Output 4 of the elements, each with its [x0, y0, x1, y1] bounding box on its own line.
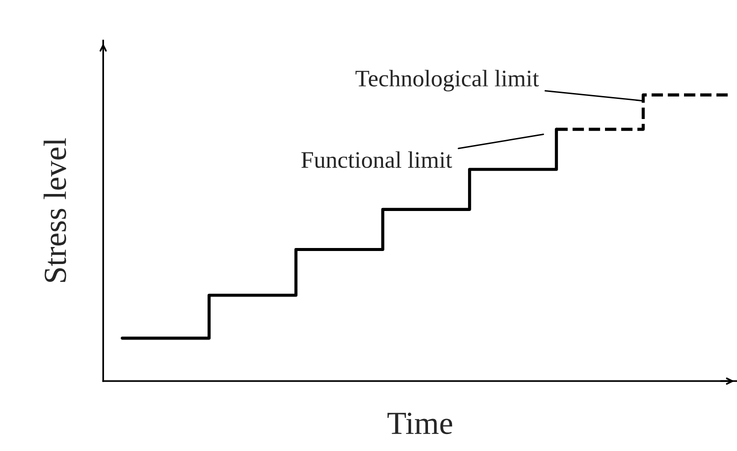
y-axis-title: Stress level — [44, 138, 66, 282]
text: Technological limit — [356, 70, 539, 92]
x-axis-title: Time — [388, 412, 452, 434]
annotation: Functional limit — [301, 151, 452, 168]
